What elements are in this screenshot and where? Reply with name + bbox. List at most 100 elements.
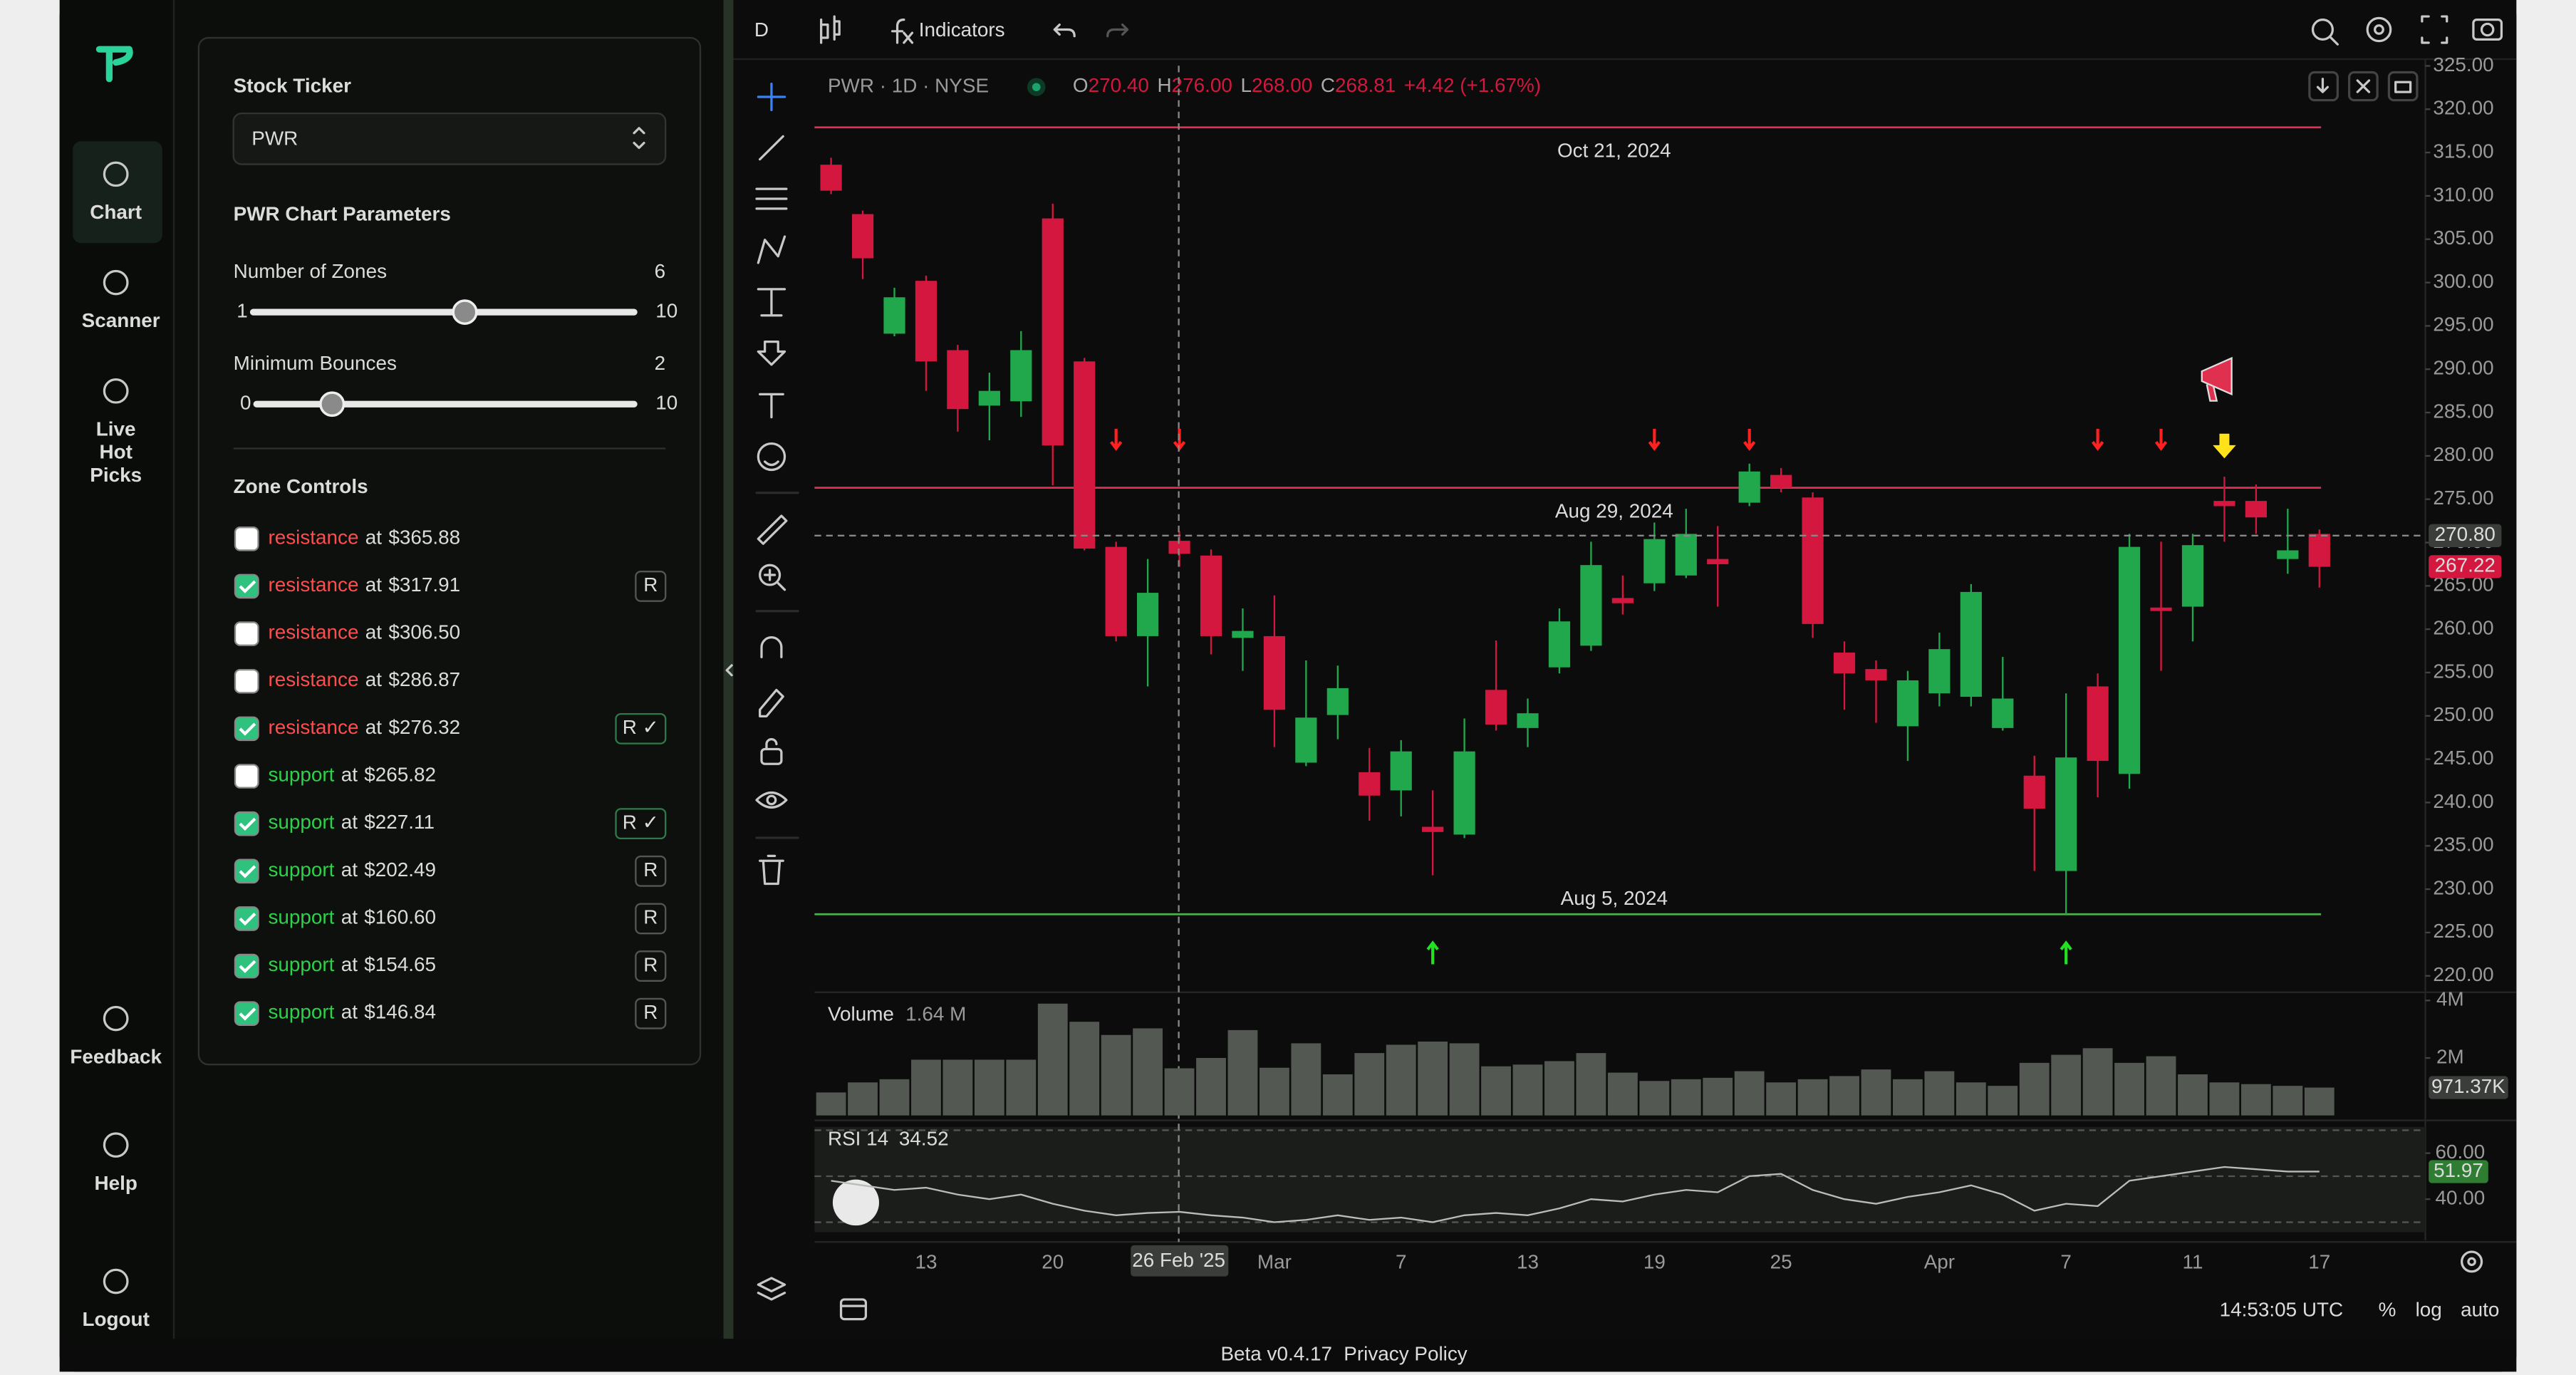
- volume-bar: [1449, 1043, 1480, 1116]
- zone-badge[interactable]: [635, 855, 667, 887]
- rsi-current: 34.52: [899, 1128, 949, 1150]
- slider-value: 6: [655, 260, 666, 282]
- ruler-tool[interactable]: [757, 514, 788, 545]
- log-toggle[interactable]: log: [2416, 1298, 2442, 1320]
- zone-connector: at: [341, 906, 358, 928]
- zone-price: $265.82: [364, 764, 436, 786]
- zone-badge[interactable]: [635, 571, 667, 602]
- checkbox[interactable]: [234, 621, 259, 646]
- zoom-tool[interactable]: [759, 564, 781, 586]
- arrow-tool[interactable]: [757, 341, 786, 366]
- nav-icon[interactable]: [103, 1268, 129, 1294]
- volume-bar: [1829, 1076, 1859, 1116]
- zone-badge[interactable]: [635, 903, 667, 935]
- zone-badge[interactable]: [615, 808, 667, 840]
- draw-lock-tool[interactable]: [759, 688, 784, 717]
- auto-toggle[interactable]: auto: [2461, 1298, 2499, 1320]
- text-tool[interactable]: [759, 393, 784, 419]
- y-tick-label: 290.00: [2433, 357, 2493, 379]
- line-tool[interactable]: [759, 135, 784, 161]
- nav-label[interactable]: Logout: [82, 1308, 149, 1330]
- zone-badge[interactable]: [615, 712, 667, 744]
- nav-label[interactable]: Help: [94, 1172, 137, 1194]
- scroll-button[interactable]: [2387, 71, 2419, 102]
- footer: [59, 1339, 2517, 1372]
- nav-label[interactable]: Live: [96, 418, 136, 440]
- checkbox[interactable]: [234, 574, 259, 599]
- scroll-button[interactable]: [2347, 71, 2379, 102]
- measure-tool[interactable]: [757, 288, 786, 317]
- nav-icon[interactable]: [103, 269, 129, 296]
- volume-bar: [1924, 1071, 1955, 1116]
- nav-icon[interactable]: [103, 1005, 129, 1032]
- checkbox[interactable]: [234, 811, 259, 836]
- ticker-select[interactable]: [232, 112, 667, 165]
- ticker-value[interactable]: PWR: [251, 127, 298, 149]
- y-tick-label: 305.00: [2433, 227, 2493, 249]
- indicators-button[interactable]: Indicators: [919, 19, 1005, 41]
- pattern-tool[interactable]: [757, 235, 786, 264]
- zone-badge[interactable]: [635, 950, 667, 982]
- y-tick-label: 245.00: [2433, 747, 2493, 769]
- layers-icon[interactable]: [757, 1277, 786, 1301]
- checkbox[interactable]: [234, 858, 259, 884]
- nav-label[interactable]: Chart: [90, 201, 142, 223]
- crosshair-tool[interactable]: [757, 82, 786, 112]
- zone-price: $202.49: [364, 858, 436, 881]
- checkbox[interactable]: [234, 668, 259, 694]
- lock-tool[interactable]: [760, 747, 783, 765]
- redo-icon[interactable]: [1106, 23, 1129, 38]
- collapse-arrow[interactable]: [725, 664, 733, 677]
- checkbox[interactable]: [234, 953, 259, 979]
- interval[interactable]: D: [754, 19, 769, 41]
- nav-icon[interactable]: [103, 1132, 129, 1158]
- x-tick-label: 11: [2183, 1251, 2203, 1273]
- date-range-icon[interactable]: [839, 1298, 868, 1321]
- candle-body: [1611, 598, 1634, 603]
- camera-icon[interactable]: [2472, 19, 2503, 41]
- nav-icon[interactable]: [103, 161, 129, 187]
- checkbox[interactable]: [234, 764, 259, 789]
- zone-badge[interactable]: [635, 997, 667, 1029]
- settings-icon[interactable]: [2366, 16, 2392, 43]
- slider-knob[interactable]: [452, 299, 478, 325]
- scroll-button[interactable]: [2308, 71, 2339, 102]
- nav-label[interactable]: Scanner: [82, 309, 160, 331]
- zone-kind: support: [268, 858, 334, 881]
- nav-label[interactable]: Picks: [90, 464, 142, 486]
- zone-connector: at: [341, 953, 358, 975]
- checkbox[interactable]: [234, 1001, 259, 1027]
- zone-text: support at $227.11: [268, 811, 435, 834]
- undo-icon[interactable]: [1053, 23, 1076, 38]
- volume-bar: [1576, 1053, 1606, 1116]
- candle-body: [1960, 591, 1982, 697]
- ohlc-value: 276.00: [1172, 75, 1232, 97]
- volume-bar: [1418, 1042, 1448, 1116]
- axis-settings-icon[interactable]: [2461, 1250, 2483, 1273]
- nav-icon[interactable]: [103, 378, 129, 404]
- zone-date: Aug 5, 2024: [1561, 887, 1668, 909]
- emoji-tool[interactable]: [757, 442, 786, 472]
- percent-toggle[interactable]: %: [2379, 1298, 2396, 1320]
- chart-type-icon[interactable]: [820, 15, 841, 44]
- fib-tool[interactable]: [755, 187, 788, 210]
- visibility-tool[interactable]: [755, 791, 788, 809]
- checkbox[interactable]: [234, 526, 259, 551]
- search-icon[interactable]: [2311, 19, 2334, 41]
- slider-knob[interactable]: [319, 391, 346, 417]
- fx-icon[interactable]: [890, 19, 914, 44]
- privacy-link[interactable]: Privacy Policy: [1344, 1343, 1468, 1365]
- nav-label[interactable]: Feedback: [70, 1045, 162, 1067]
- checkbox[interactable]: [234, 716, 259, 742]
- nav-label[interactable]: Hot: [99, 441, 132, 463]
- checkbox[interactable]: [234, 906, 259, 931]
- slider-value: 2: [655, 352, 666, 374]
- trash-tool[interactable]: [759, 854, 784, 886]
- fullscreen-icon[interactable]: [2421, 15, 2448, 44]
- x-tick-label: 25: [1770, 1251, 1792, 1273]
- magnet-tool[interactable]: [760, 636, 783, 658]
- candle-body: [2181, 545, 2204, 607]
- volume-bar: [1196, 1057, 1226, 1116]
